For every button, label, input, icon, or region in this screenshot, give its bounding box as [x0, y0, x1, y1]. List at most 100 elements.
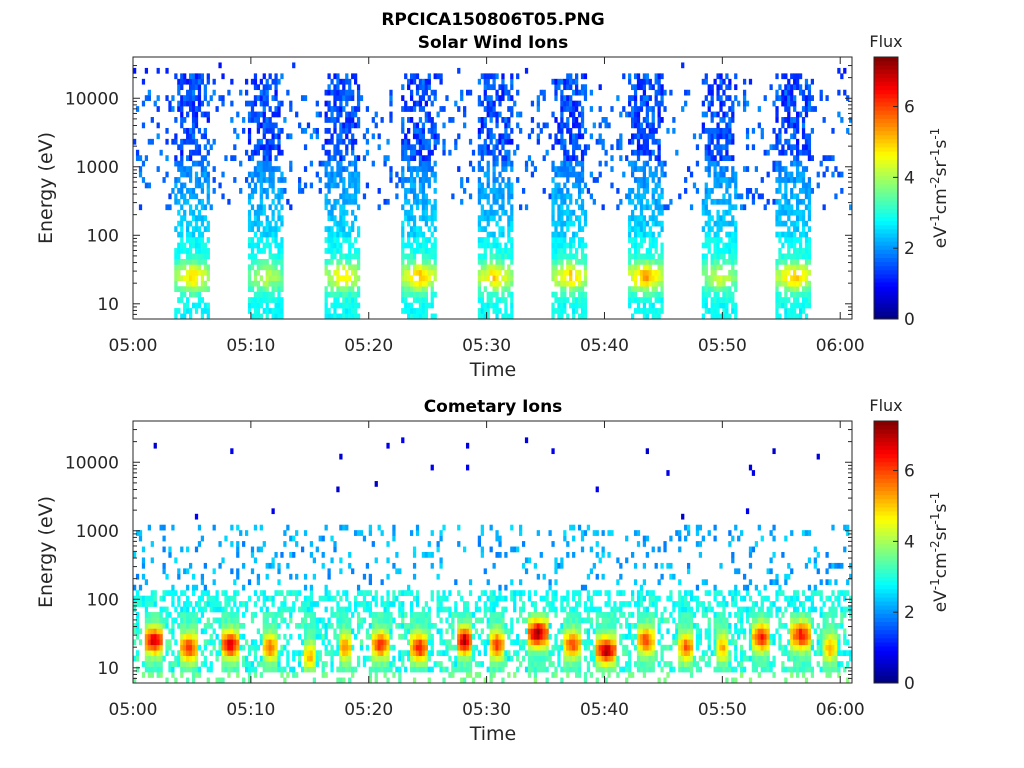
- spectrogram-cell: [404, 628, 408, 635]
- spectrogram-cell: [657, 138, 661, 145]
- spectrogram-cell: [191, 111, 196, 118]
- spectrogram-cell: [392, 595, 396, 602]
- spectrogram-cell: [230, 155, 234, 162]
- spectrogram-cell: [250, 617, 255, 624]
- spectrogram-cell: [348, 622, 352, 629]
- spectrogram-cell: [798, 209, 803, 216]
- spectrogram-cell: [392, 530, 396, 536]
- spectrogram-cell: [271, 595, 275, 602]
- spectrogram-cell: [657, 198, 661, 205]
- spectrogram-cell: [495, 89, 499, 96]
- spectrogram-cell: [324, 661, 328, 667]
- spectrogram-cell: [577, 177, 582, 183]
- spectrogram-cell: [221, 628, 225, 635]
- spectrogram-cell: [796, 204, 800, 211]
- spectrogram-cell: [191, 633, 196, 640]
- spectrogram-cell: [793, 258, 797, 265]
- spectrogram-cell: [247, 193, 252, 200]
- spectrogram-cell: [725, 308, 729, 314]
- spectrogram-cell: [200, 650, 205, 657]
- spectrogram-cell: [504, 209, 508, 216]
- spectrogram-cell: [424, 650, 428, 657]
- spectrogram-cell: [409, 286, 414, 293]
- spectrogram-cell: [345, 73, 349, 80]
- spectrogram-cell: [707, 127, 711, 134]
- spectrogram-cell: [386, 541, 390, 547]
- spectrogram-cell: [188, 258, 193, 265]
- spectrogram-cell: [710, 89, 714, 96]
- spectrogram-cell: [798, 302, 803, 309]
- spectrogram-cell: [197, 231, 202, 238]
- spectrogram-cell: [256, 138, 261, 145]
- spectrogram-cell: [333, 215, 337, 222]
- spectrogram-cell: [233, 622, 237, 629]
- spectrogram-cell: [427, 677, 431, 684]
- spectrogram-cell: [633, 275, 638, 282]
- spectrogram-cell: [557, 297, 561, 303]
- spectrogram-cell: [336, 84, 340, 91]
- spectrogram-cell: [639, 193, 644, 200]
- spectrogram-cell: [551, 264, 555, 271]
- spectrogram-cell: [569, 302, 573, 309]
- spectrogram-cell: [554, 220, 558, 227]
- spectrogram-cell: [262, 73, 266, 80]
- spectrogram-cell: [274, 122, 278, 129]
- spectrogram-cell: [778, 177, 782, 183]
- spectrogram-cell: [253, 253, 258, 260]
- spectrogram-cell: [781, 177, 785, 183]
- spectrogram-cell: [280, 149, 284, 156]
- spectrogram-cell: [657, 193, 661, 200]
- spectrogram-cell: [271, 215, 275, 222]
- spectrogram-cell: [359, 617, 364, 624]
- spectrogram-cell: [728, 155, 732, 162]
- spectrogram-cell: [793, 313, 797, 320]
- spectrogram-cell: [230, 650, 234, 657]
- spectrogram-cell: [183, 655, 187, 662]
- spectrogram-cell: [348, 111, 352, 118]
- spectrogram-cell: [790, 313, 794, 320]
- spectrogram-cell: [513, 149, 517, 156]
- spectrogram-cell: [174, 280, 178, 287]
- spectrogram-cell: [342, 182, 346, 189]
- spectrogram-cell: [483, 106, 487, 112]
- spectrogram-cell: [725, 302, 729, 309]
- spectrogram-cell: [793, 95, 797, 101]
- spectrogram-cell: [804, 106, 809, 112]
- spectrogram-cell: [430, 291, 434, 298]
- spectrogram-cell: [642, 160, 647, 167]
- spectrogram-cell: [645, 220, 649, 227]
- spectrogram-cell: [424, 144, 428, 151]
- spectrogram-cell: [409, 188, 414, 194]
- spectrogram-cell: [330, 275, 334, 282]
- spectrogram-cell: [336, 650, 340, 657]
- spectrogram-cell: [781, 204, 785, 211]
- spectrogram-cell: [209, 95, 213, 101]
- spectrogram-cell: [636, 264, 641, 271]
- spectrogram-cell: [448, 149, 452, 156]
- spectrogram-cell: [772, 166, 776, 172]
- spectrogram-cell: [580, 237, 585, 243]
- spectrogram-cell: [648, 302, 652, 309]
- spectrogram-cell: [324, 248, 328, 254]
- spectrogram-cell: [401, 661, 405, 667]
- spectrogram-cell: [186, 100, 190, 107]
- spectrogram-cell: [259, 220, 263, 227]
- spectrogram-cell: [274, 628, 278, 635]
- spectrogram-cell: [194, 204, 199, 211]
- spectrogram-cell: [262, 650, 266, 657]
- spectrogram-cell: [188, 612, 193, 618]
- spectrogram-cell: [731, 155, 735, 162]
- spectrogram-cell: [781, 117, 785, 123]
- spectrogram-cell: [409, 144, 414, 151]
- spectrogram-cell: [501, 133, 505, 140]
- spectrogram-cell: [796, 253, 800, 260]
- spectrogram-cell: [404, 149, 408, 156]
- spectrogram-cell: [348, 297, 352, 303]
- spectrogram-cell: [401, 590, 405, 596]
- spectrogram-cell: [631, 275, 635, 282]
- spectrogram-cell: [504, 248, 508, 254]
- spectrogram-cell: [798, 253, 803, 260]
- spectrogram-cell: [336, 237, 340, 243]
- spectrogram-cell: [572, 264, 576, 271]
- spectrogram-cell: [636, 248, 641, 254]
